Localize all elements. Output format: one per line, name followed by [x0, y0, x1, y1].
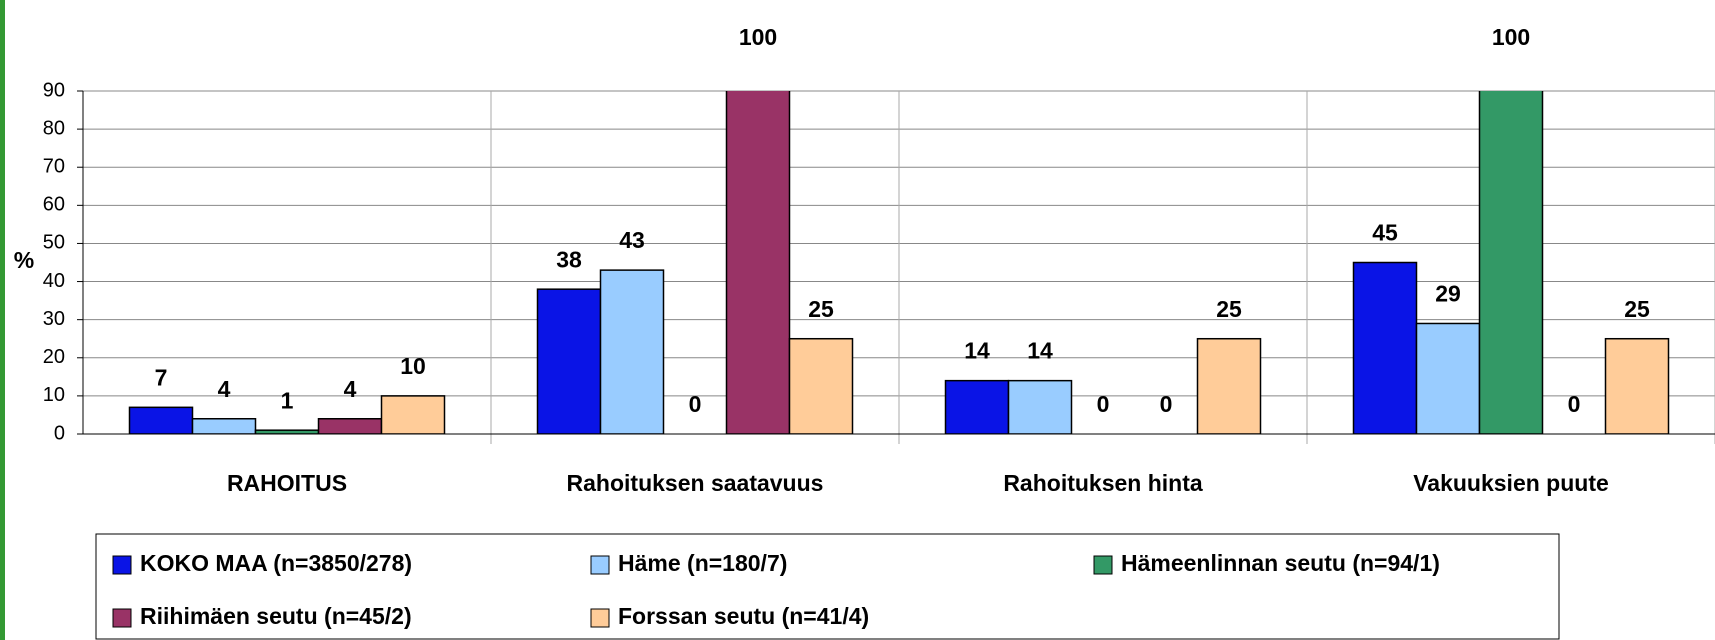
legend-label: Häme (n=180/7) [618, 550, 787, 576]
data-label: 0 [1160, 391, 1173, 417]
data-label: 100 [1492, 24, 1530, 50]
bar [191, 418, 257, 434]
data-label: 25 [808, 296, 834, 322]
bar [599, 269, 665, 434]
legend-label: Forssan seutu (n=41/4) [618, 603, 869, 629]
legend-label: Hämeenlinnan seutu (n=94/1) [1121, 550, 1440, 576]
data-label: 14 [1027, 338, 1053, 364]
bar [1415, 322, 1481, 434]
data-label: 0 [1097, 391, 1110, 417]
bar [1604, 337, 1670, 434]
x-tick-label: Vakuuksien puute [1413, 470, 1609, 496]
bar [254, 429, 320, 434]
y-tick-label: 20 [43, 346, 65, 368]
x-tick-label: Rahoituksen hinta [1003, 470, 1203, 496]
data-label: 7 [155, 364, 168, 390]
data-label: 100 [739, 24, 777, 50]
y-tick-label: 40 [43, 270, 65, 292]
bar [1352, 261, 1418, 434]
data-label: 43 [619, 227, 645, 253]
bars [128, 91, 1670, 434]
data-label: 45 [1372, 220, 1398, 246]
legend-swatch [112, 555, 132, 575]
data-label: 29 [1435, 281, 1461, 307]
data-label: 25 [1216, 296, 1242, 322]
data-label: 4 [344, 376, 357, 402]
data-label: 14 [964, 338, 990, 364]
bar [317, 418, 383, 434]
y-tick-label: 90 [43, 79, 65, 101]
y-axis-label: % [14, 247, 34, 273]
data-label: 38 [556, 246, 582, 272]
data-label: 0 [689, 391, 702, 417]
y-tick-label: 50 [43, 232, 65, 254]
data-label: 0 [1568, 391, 1581, 417]
y-tick-label: 70 [43, 156, 65, 178]
y-tick-label: 30 [43, 308, 65, 330]
data-label: 25 [1624, 296, 1650, 322]
bar [1007, 379, 1073, 434]
bar [788, 337, 854, 434]
y-tick-label: 80 [43, 117, 65, 139]
x-tick-label: Rahoituksen saatavuus [567, 470, 824, 496]
x-tick-label: RAHOITUS [227, 470, 347, 496]
bar [1196, 337, 1262, 434]
y-tick-label: 60 [43, 194, 65, 216]
bar [1478, 91, 1544, 434]
bar [380, 395, 446, 434]
legend-swatch [112, 608, 132, 628]
bar [128, 406, 194, 434]
legend-box [95, 533, 1560, 640]
y-tick-label: 0 [54, 422, 65, 444]
data-label: 10 [400, 353, 426, 379]
data-label: 1 [281, 387, 294, 413]
bar [944, 379, 1010, 434]
legend-swatch [1093, 555, 1113, 575]
legend-swatch [590, 608, 610, 628]
y-tick-label: 10 [43, 384, 65, 406]
bar [536, 288, 602, 434]
data-label: 4 [218, 376, 231, 402]
legend-label: Riihimäen seutu (n=45/2) [140, 603, 412, 629]
legend-swatch [590, 555, 610, 575]
left-border [0, 0, 5, 640]
legend-label: KOKO MAA (n=3850/278) [140, 550, 412, 576]
bar [725, 91, 791, 434]
